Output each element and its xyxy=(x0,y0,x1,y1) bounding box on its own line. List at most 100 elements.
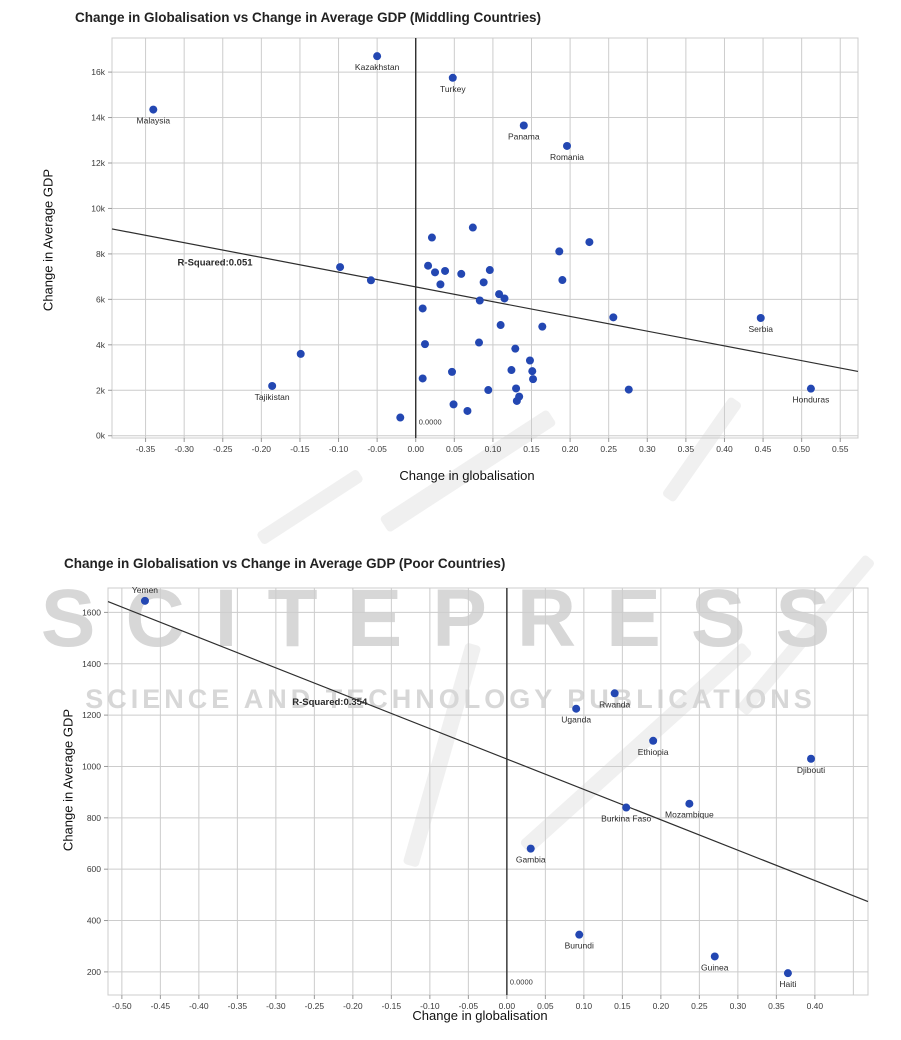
point-mozambique xyxy=(685,799,694,808)
data-point xyxy=(512,384,521,393)
x-tick-label: -0.35 xyxy=(228,1001,248,1011)
data-point xyxy=(609,313,618,322)
point-label: Tajikistan xyxy=(255,392,290,402)
data-point xyxy=(500,294,509,303)
point-guinea xyxy=(710,952,719,961)
x-tick-label: -0.40 xyxy=(189,1001,209,1011)
point-label: Mozambique xyxy=(665,810,714,820)
x-tick-label: 0.35 xyxy=(768,1001,785,1011)
point-honduras xyxy=(806,384,815,393)
data-point xyxy=(336,263,345,272)
y-tick-label: 6k xyxy=(96,294,106,304)
x-tick-label: 0.20 xyxy=(653,1001,670,1011)
plot-frame xyxy=(111,37,859,439)
data-point xyxy=(418,374,427,383)
zero-line-label: 0.0000 xyxy=(510,978,533,987)
x-tick-label: 0.45 xyxy=(755,444,772,454)
data-point xyxy=(420,340,429,349)
x-tick-label: 0.30 xyxy=(730,1001,747,1011)
data-point xyxy=(449,400,458,409)
y-tick-label: 2k xyxy=(96,385,106,395)
y-tick-label: 600 xyxy=(87,864,101,874)
point-label: Burundi xyxy=(565,941,594,951)
point-label: Serbia xyxy=(748,324,773,334)
point-label: Uganda xyxy=(561,715,591,725)
point-label: Panama xyxy=(508,132,540,142)
data-point xyxy=(511,344,520,353)
plot-frame xyxy=(107,587,869,996)
gridlines xyxy=(108,588,868,995)
point-label: Yemen xyxy=(132,585,158,595)
y-tick-label: 4k xyxy=(96,340,106,350)
point-label: Turkey xyxy=(440,84,466,94)
data-point xyxy=(558,276,567,285)
point-label: Djibouti xyxy=(797,765,825,775)
x-tick-label: 0.40 xyxy=(807,1001,824,1011)
data-point xyxy=(431,268,440,277)
data-point xyxy=(528,367,537,376)
x-tick-label: -0.20 xyxy=(252,444,272,454)
gridlines xyxy=(112,38,858,438)
data-point xyxy=(396,413,405,422)
point-malaysia xyxy=(149,105,158,114)
point-label: Guinea xyxy=(701,962,729,972)
x-tick-label: -0.25 xyxy=(213,444,233,454)
data-point xyxy=(475,338,484,347)
point-label: Malaysia xyxy=(137,116,171,126)
x-tick-label: 0.10 xyxy=(576,1001,593,1011)
point-kazakhstan xyxy=(373,52,382,61)
point-label: Gambia xyxy=(516,855,546,865)
data-point xyxy=(515,392,524,401)
point-yemen xyxy=(140,596,149,605)
x-tick-label: -0.30 xyxy=(266,1001,286,1011)
x-tick-label: -0.50 xyxy=(112,1001,132,1011)
x-axis-label: Change in globalisation xyxy=(399,468,535,483)
trend-line xyxy=(111,228,859,372)
data-point xyxy=(495,290,504,299)
y-tick-label: 12k xyxy=(91,158,105,168)
x-tick-label: -0.20 xyxy=(343,1001,363,1011)
x-tick-label: 0.35 xyxy=(678,444,695,454)
x-tick-label: -0.10 xyxy=(329,444,349,454)
data-point xyxy=(585,238,594,247)
point-panama xyxy=(519,121,528,130)
point-ethiopia xyxy=(649,736,658,745)
data-point xyxy=(624,385,633,394)
point-label: Kazakhstan xyxy=(355,62,400,72)
y-tick-label: 16k xyxy=(91,67,105,77)
x-tick-label: 0.15 xyxy=(523,444,540,454)
x-tick-label: 0.25 xyxy=(600,444,617,454)
data-point xyxy=(366,276,375,285)
tick-labels: -0.50 -0.45 -0.40 -0.35 -0.30 -0.25 -0.20 -0.15… xyxy=(82,607,823,1011)
y-tick-label: 1000 xyxy=(82,761,101,771)
x-tick-label: 0.05 xyxy=(537,1001,554,1011)
point-label: Rwanda xyxy=(599,699,630,709)
x-tick-label: 0.25 xyxy=(691,1001,708,1011)
x-tick-label: -0.25 xyxy=(305,1001,325,1011)
y-tick-label: 800 xyxy=(87,813,101,823)
data-point xyxy=(529,375,538,384)
r-squared-label: R-Squared:0.354 xyxy=(292,697,368,708)
data-point xyxy=(424,261,433,270)
data-point xyxy=(475,296,484,305)
data-point xyxy=(525,356,534,365)
point-label: Burkina Faso xyxy=(601,814,651,824)
point-label: Romania xyxy=(550,152,584,162)
chart-title: Change in Globalisation vs Change in Ave… xyxy=(64,556,506,571)
y-tick-label: 10k xyxy=(91,203,105,213)
point-romania xyxy=(563,141,572,150)
point-label: Haiti xyxy=(779,979,796,989)
data-points: Yemen Uganda Rwanda Ethiopia Djibouti Burkina… xyxy=(132,585,825,989)
point-serbia xyxy=(756,314,765,322)
y-tick-label: 200 xyxy=(87,967,101,977)
x-tick-label: 0.15 xyxy=(614,1001,631,1011)
x-tick-label: 0.30 xyxy=(639,444,656,454)
data-point xyxy=(463,406,472,415)
point-label: Ethiopia xyxy=(638,747,669,757)
x-tick-label: -0.05 xyxy=(459,1001,479,1011)
scatter-plot-middling: -0.35 -0.30 -0.25 -0.20 -0.15 -0.10 -0.05 0.00 0… xyxy=(91,37,859,454)
data-point xyxy=(441,266,450,275)
point-burundi xyxy=(575,930,584,939)
x-tick-label: 0.05 xyxy=(446,444,463,454)
point-turkey xyxy=(448,73,457,82)
